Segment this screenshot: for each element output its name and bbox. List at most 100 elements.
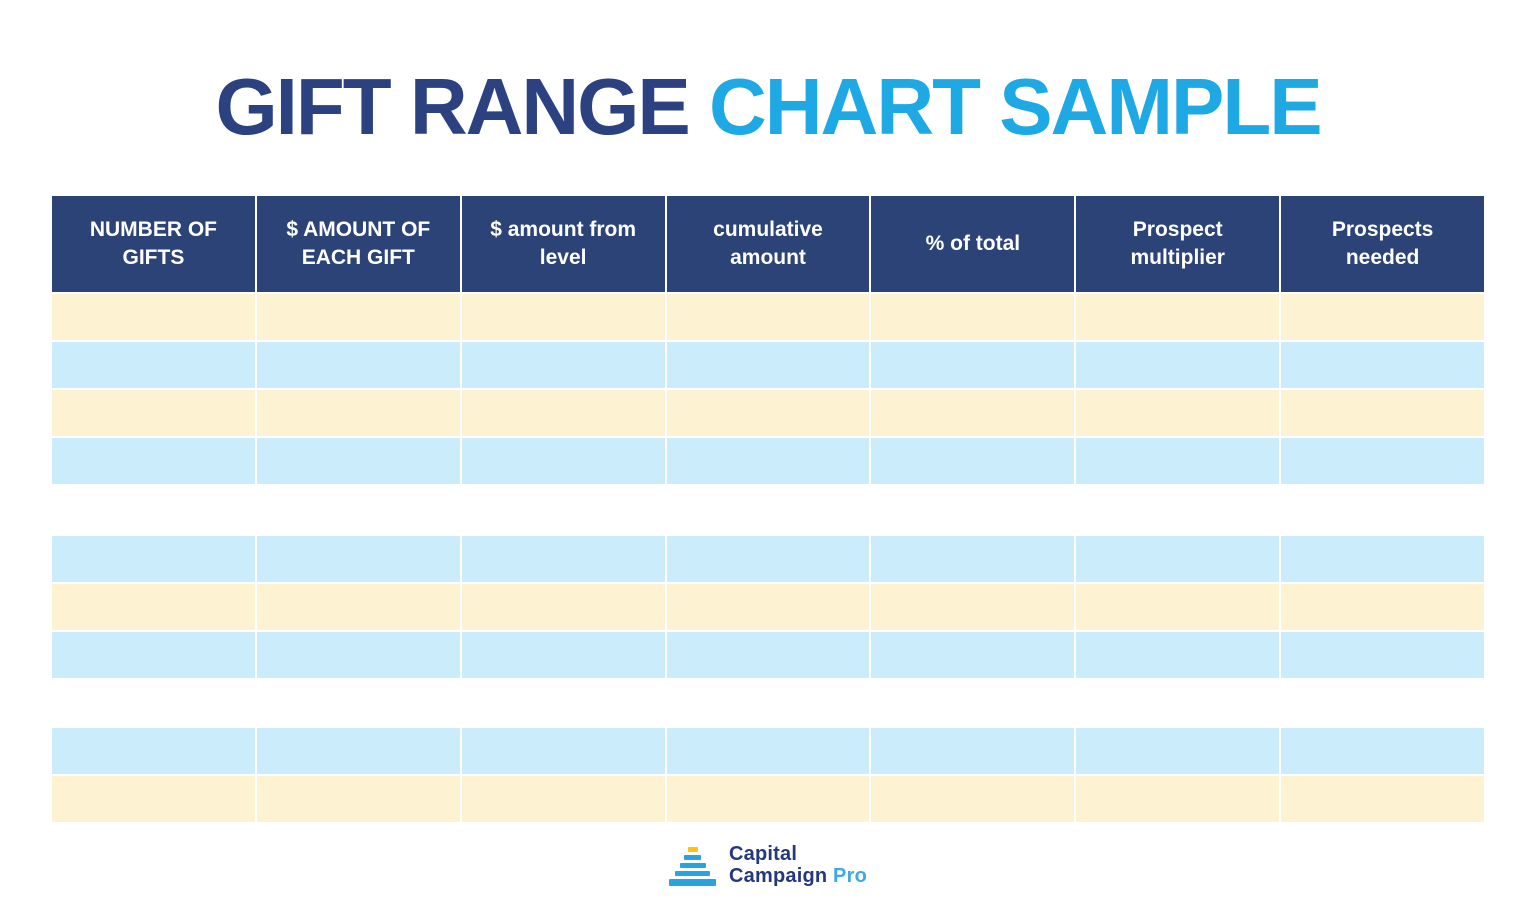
table-cell [52, 536, 255, 582]
title-part-blue: CHART SAMPLE [709, 62, 1323, 151]
logo-text: Capital Campaign Pro [729, 843, 867, 888]
table-cell [1076, 294, 1280, 340]
table-cell [1281, 294, 1485, 340]
table-section-1 [52, 294, 1485, 484]
table-cell [1281, 390, 1485, 436]
table-cell [1281, 536, 1485, 582]
table-section-2 [52, 536, 1485, 678]
table-cell [256, 584, 460, 630]
table-cell [256, 294, 460, 340]
table-cell [52, 390, 255, 436]
table-cell [1281, 584, 1485, 630]
logo-text-pro: Pro [833, 865, 867, 887]
table-row [52, 584, 1485, 630]
table-cell [666, 584, 870, 630]
page-title: GIFT RANGE CHART SAMPLE [0, 66, 1536, 148]
table-cell [461, 776, 665, 822]
table-row [52, 342, 1485, 388]
table-cell [666, 728, 870, 774]
table-cell [1281, 728, 1485, 774]
pyramid-logo-icon [669, 842, 716, 888]
table-cell [52, 342, 255, 388]
table-cell [256, 632, 460, 678]
table-cell [52, 728, 255, 774]
pyramid-bar-bottom [669, 879, 716, 886]
table-cell [871, 342, 1075, 388]
table-cell [666, 632, 870, 678]
table-cell [52, 438, 255, 484]
table-cell [52, 776, 255, 822]
table-cell [52, 294, 255, 340]
table-cell [666, 294, 870, 340]
column-header-1: NUMBER OF GIFTS [52, 196, 255, 292]
table-cell [1076, 776, 1280, 822]
table-row [52, 776, 1485, 822]
table-cell [461, 342, 665, 388]
table-cell [1281, 438, 1485, 484]
table-cell [871, 294, 1075, 340]
table-cell [1281, 342, 1485, 388]
table-cell [871, 536, 1075, 582]
table-cell [52, 584, 255, 630]
table-cell [666, 342, 870, 388]
table-cell [1076, 438, 1280, 484]
table-cell [871, 390, 1075, 436]
table-cell [256, 390, 460, 436]
column-header-4: cumulative amount [666, 196, 870, 292]
table-cell [461, 536, 665, 582]
logo-text-capital: Capital [729, 843, 798, 865]
table-row [52, 728, 1485, 774]
table-cell [1281, 776, 1485, 822]
table-cell [256, 342, 460, 388]
table-cell [461, 438, 665, 484]
pyramid-bar-top [687, 847, 698, 852]
logo-text-line2: Campaign Pro [729, 865, 867, 887]
table-row [52, 632, 1485, 678]
table-section-3 [52, 728, 1485, 822]
pyramid-bar [684, 855, 701, 860]
column-header-7: Prospects needed [1281, 196, 1485, 292]
table-cell [666, 390, 870, 436]
table-cell [256, 536, 460, 582]
table-cell [461, 294, 665, 340]
table-cell [1076, 728, 1280, 774]
column-header-3: $ amount from level [461, 196, 665, 292]
table-cell [461, 632, 665, 678]
table-cell [1281, 632, 1485, 678]
table-row [52, 390, 1485, 436]
pyramid-bar [679, 863, 706, 868]
title-part-navy: GIFT RANGE [215, 62, 690, 151]
table-cell [871, 584, 1075, 630]
table-cell [256, 728, 460, 774]
gift-range-table: NUMBER OF GIFTS $ AMOUNT OF EACH GIFT $ am… [52, 196, 1485, 822]
table-cell [52, 632, 255, 678]
logo-text-line1: Capital [729, 843, 867, 865]
logo-text-campaign: Campaign [729, 865, 828, 887]
table-cell [256, 438, 460, 484]
table-cell [461, 728, 665, 774]
footer-logo: Capital Campaign Pro [0, 842, 1536, 888]
table-cell [871, 632, 1075, 678]
table-cell [666, 438, 870, 484]
table-cell [256, 776, 460, 822]
column-header-2: $ AMOUNT OF EACH GIFT [256, 196, 460, 292]
table-cell [666, 536, 870, 582]
column-header-5: % of total [871, 196, 1075, 292]
table-cell [666, 776, 870, 822]
table-header-row: NUMBER OF GIFTS $ AMOUNT OF EACH GIFT $ am… [52, 196, 1485, 292]
table-cell [461, 390, 665, 436]
table-cell [1076, 632, 1280, 678]
table-row [52, 536, 1485, 582]
table-cell [1076, 584, 1280, 630]
table-cell [461, 584, 665, 630]
table-cell [1076, 342, 1280, 388]
pyramid-bar [675, 871, 710, 876]
table-row [52, 294, 1485, 340]
table-cell [1076, 536, 1280, 582]
table-cell [871, 776, 1075, 822]
table-cell [1076, 390, 1280, 436]
column-header-6: Prospect multiplier [1076, 196, 1280, 292]
table-cell [871, 438, 1075, 484]
table-row [52, 438, 1485, 484]
table-cell [871, 728, 1075, 774]
